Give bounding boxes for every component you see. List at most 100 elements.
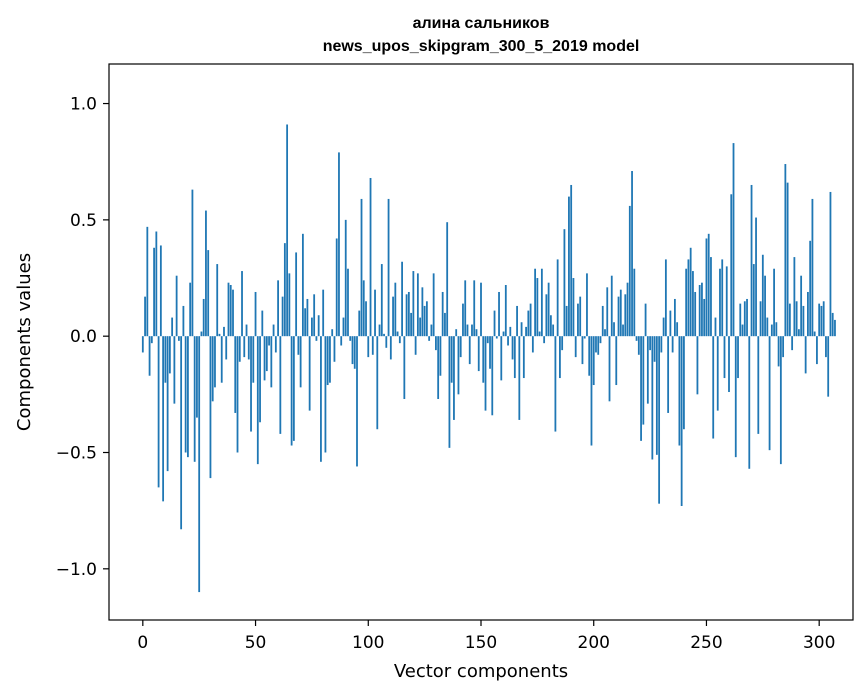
bar-94 — [353, 336, 356, 369]
bar-273 — [757, 336, 760, 434]
bar-231 — [662, 317, 665, 337]
bar-224 — [646, 336, 649, 404]
bar-62 — [281, 296, 284, 337]
bar-113 — [396, 331, 399, 337]
bar-18 — [182, 305, 185, 337]
bar-291 — [797, 329, 800, 337]
bar-3 — [148, 336, 151, 376]
bar-202 — [597, 336, 600, 355]
bar-110 — [389, 336, 392, 360]
bar-197 — [586, 273, 588, 337]
y-axis-label: Components values — [14, 253, 35, 431]
bar-248 — [701, 282, 703, 337]
bar-90 — [344, 219, 347, 337]
bar-67 — [292, 336, 295, 441]
bar-134 — [444, 312, 446, 337]
y-tick-label: −1.0 — [56, 560, 97, 580]
bar-32 — [214, 336, 216, 388]
bar-302 — [822, 301, 825, 337]
bar-147 — [473, 280, 476, 337]
bar-216 — [628, 205, 631, 337]
bar-28 — [205, 210, 207, 337]
bar-132 — [439, 336, 442, 376]
bar-65 — [288, 273, 291, 337]
bar-192 — [574, 336, 577, 358]
bar-97 — [360, 198, 363, 337]
bar-163 — [509, 326, 512, 337]
bar-26 — [200, 331, 203, 337]
bar-244 — [692, 271, 694, 337]
bar-228 — [655, 336, 658, 455]
bar-199 — [590, 336, 593, 446]
bar-60 — [277, 280, 279, 337]
bar-208 — [610, 275, 613, 337]
bar-1 — [144, 296, 146, 337]
bar-306 — [831, 312, 834, 337]
bar-240 — [683, 336, 685, 430]
bar-158 — [498, 291, 500, 337]
bar-78 — [317, 315, 320, 337]
x-tick-label: 50 — [245, 633, 267, 653]
bar-297 — [811, 198, 814, 337]
bar-217 — [631, 171, 633, 337]
bar-182 — [552, 324, 555, 337]
bar-276 — [764, 275, 766, 337]
bar-193 — [577, 303, 579, 337]
bar-296 — [809, 240, 812, 337]
bar-263 — [734, 336, 737, 458]
bar-5 — [153, 247, 155, 337]
bar-114 — [398, 336, 401, 344]
bar-152 — [484, 336, 487, 411]
bar-304 — [827, 336, 830, 397]
bar-122 — [416, 273, 419, 337]
bar-75 — [311, 317, 313, 337]
bar-266 — [741, 324, 744, 337]
bar-77 — [315, 336, 318, 341]
bar-131 — [437, 336, 440, 399]
bar-30 — [209, 336, 212, 479]
bar-165 — [513, 336, 516, 379]
bar-196 — [583, 336, 586, 339]
bar-251 — [707, 233, 710, 337]
bar-145 — [468, 336, 471, 365]
bar-179 — [545, 294, 548, 337]
bar-43 — [238, 336, 241, 362]
bar-185 — [559, 336, 561, 379]
x-tick-label: 100 — [352, 633, 384, 653]
bar-106 — [380, 264, 383, 337]
bar-187 — [563, 229, 566, 337]
x-tick-label: 250 — [690, 633, 722, 653]
bar-226 — [651, 336, 654, 460]
bar-35 — [220, 336, 223, 383]
x-axis-ticks: 0 50 100 150 200 250 300 — [137, 620, 835, 653]
bar-299 — [816, 336, 818, 365]
bar-129 — [432, 273, 435, 337]
bar-61 — [279, 336, 282, 434]
bar-175 — [536, 278, 539, 337]
bar-173 — [531, 336, 534, 353]
bars — [141, 124, 836, 593]
bar-41 — [234, 336, 237, 413]
bar-54 — [263, 336, 266, 381]
bar-229 — [658, 336, 661, 504]
bar-207 — [608, 336, 611, 402]
bar-121 — [414, 336, 417, 355]
bar-205 — [604, 329, 606, 337]
bar-50 — [254, 291, 257, 337]
bar-287 — [788, 303, 791, 337]
bar-242 — [687, 259, 690, 337]
chart-subtitle: news_upos_skipgram_300_5_2019 model — [323, 38, 640, 55]
bar-169 — [522, 336, 525, 379]
bar-123 — [419, 317, 422, 337]
bar-40 — [232, 289, 234, 337]
bar-58 — [272, 324, 275, 337]
bar-8 — [159, 245, 162, 337]
bar-162 — [507, 336, 509, 346]
bar-91 — [347, 268, 349, 337]
y-tick-label: −0.5 — [56, 444, 97, 464]
bar-225 — [649, 336, 651, 351]
bar-258 — [723, 336, 726, 379]
bar-80 — [322, 289, 325, 337]
bar-174 — [534, 268, 537, 337]
